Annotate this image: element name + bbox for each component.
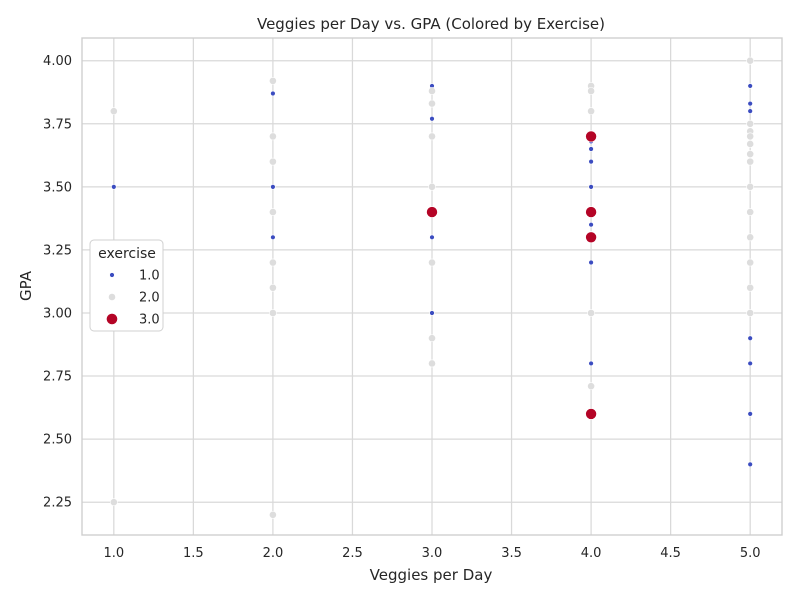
- data-point: [585, 130, 598, 143]
- data-point: [428, 334, 436, 343]
- data-point: [269, 208, 277, 216]
- y-tick-label: 4.00: [43, 54, 72, 69]
- x-tick-label: 4.5: [660, 546, 681, 561]
- data-point: [746, 208, 755, 216]
- data-point: [428, 132, 436, 141]
- y-tick-label: 2.50: [43, 433, 72, 448]
- x-axis-label: Veggies per Day: [370, 566, 493, 584]
- x-tick-label: 4.0: [581, 546, 602, 561]
- data-point: [269, 132, 277, 141]
- legend: exercise 1.0 2.0 3.0: [89, 239, 164, 332]
- data-point: [429, 310, 435, 316]
- data-point: [746, 119, 755, 128]
- legend-marker: [109, 272, 115, 278]
- data-point: [269, 510, 277, 519]
- x-tick-label: 5.0: [740, 546, 761, 561]
- data-point: [269, 258, 277, 267]
- x-tick-label: 2.5: [342, 546, 363, 561]
- legend-label: 1.0: [139, 269, 160, 284]
- data-point: [429, 234, 435, 241]
- data-point: [588, 221, 594, 228]
- data-point: [587, 382, 595, 391]
- x-tick-label: 3.0: [422, 546, 443, 561]
- x-tick-label: 1.0: [103, 546, 124, 561]
- x-tick-label: 3.5: [501, 546, 522, 561]
- plot-layer: 1.0 1.5 2.0 2.5 3.0 3.5 4.0 4.5 5.0 2.25 2.50 2.75 3…: [43, 37, 783, 561]
- legend-marker: [108, 293, 116, 301]
- data-point: [747, 108, 753, 114]
- data-point: [270, 184, 276, 190]
- legend-box: [89, 239, 164, 332]
- y-tick-label: 3.25: [43, 243, 72, 258]
- y-tick-label: 2.25: [43, 496, 72, 511]
- legend-title: exercise: [98, 246, 156, 262]
- data-point: [746, 132, 755, 141]
- data-point: [269, 283, 277, 292]
- legend-label: 3.0: [139, 313, 160, 328]
- x-tick-label: 1.5: [183, 546, 204, 561]
- data-point: [109, 498, 118, 507]
- data-point: [587, 309, 595, 317]
- tick-layer: 1.0 1.5 2.0 2.5 3.0 3.5 4.0 4.5 5.0 2.25 2.50 2.75 3…: [43, 54, 760, 561]
- data-point: [428, 182, 436, 191]
- data-point: [588, 259, 594, 266]
- data-point: [269, 76, 277, 85]
- data-point: [109, 107, 118, 116]
- data-point: [747, 335, 753, 341]
- x-tick-label: 2.0: [263, 546, 284, 561]
- data-point: [588, 184, 594, 190]
- data-point: [270, 234, 276, 241]
- chart-title: Veggies per Day vs. GPA (Colored by Exer…: [257, 15, 605, 33]
- legend-marker: [106, 313, 118, 325]
- data-point: [428, 87, 436, 95]
- data-point: [429, 116, 435, 122]
- data-point: [428, 99, 436, 108]
- points-layer: [109, 56, 755, 519]
- data-point: [585, 407, 598, 420]
- data-point: [746, 150, 755, 158]
- data-point: [746, 309, 755, 317]
- data-point: [588, 158, 594, 165]
- data-point: [747, 461, 753, 468]
- data-point: [746, 233, 755, 242]
- y-axis-label: GPA: [17, 270, 35, 301]
- data-point: [425, 206, 438, 219]
- data-point: [747, 360, 753, 367]
- data-point: [747, 83, 753, 89]
- data-point: [587, 107, 595, 116]
- y-tick-label: 3.00: [43, 306, 72, 321]
- data-point: [270, 90, 276, 97]
- data-point: [746, 182, 755, 191]
- series-3-0: [425, 130, 598, 420]
- data-point: [746, 140, 755, 148]
- data-point: [746, 283, 755, 292]
- plot-border: [81, 37, 783, 536]
- data-point: [585, 206, 598, 219]
- data-point: [588, 360, 594, 367]
- y-tick-label: 2.75: [43, 370, 72, 385]
- legend-label: 2.0: [139, 291, 160, 306]
- data-point: [585, 231, 598, 244]
- data-point: [747, 100, 753, 107]
- y-tick-label: 3.75: [43, 117, 72, 132]
- data-point: [428, 258, 436, 267]
- data-point: [588, 146, 594, 152]
- data-point: [746, 157, 755, 166]
- data-point: [746, 56, 755, 65]
- data-point: [269, 157, 277, 166]
- data-point: [428, 359, 436, 368]
- data-point: [587, 87, 595, 95]
- data-point: [747, 411, 753, 417]
- data-point: [746, 258, 755, 267]
- y-tick-label: 3.50: [43, 180, 72, 195]
- data-point: [111, 184, 117, 190]
- data-point: [269, 309, 277, 317]
